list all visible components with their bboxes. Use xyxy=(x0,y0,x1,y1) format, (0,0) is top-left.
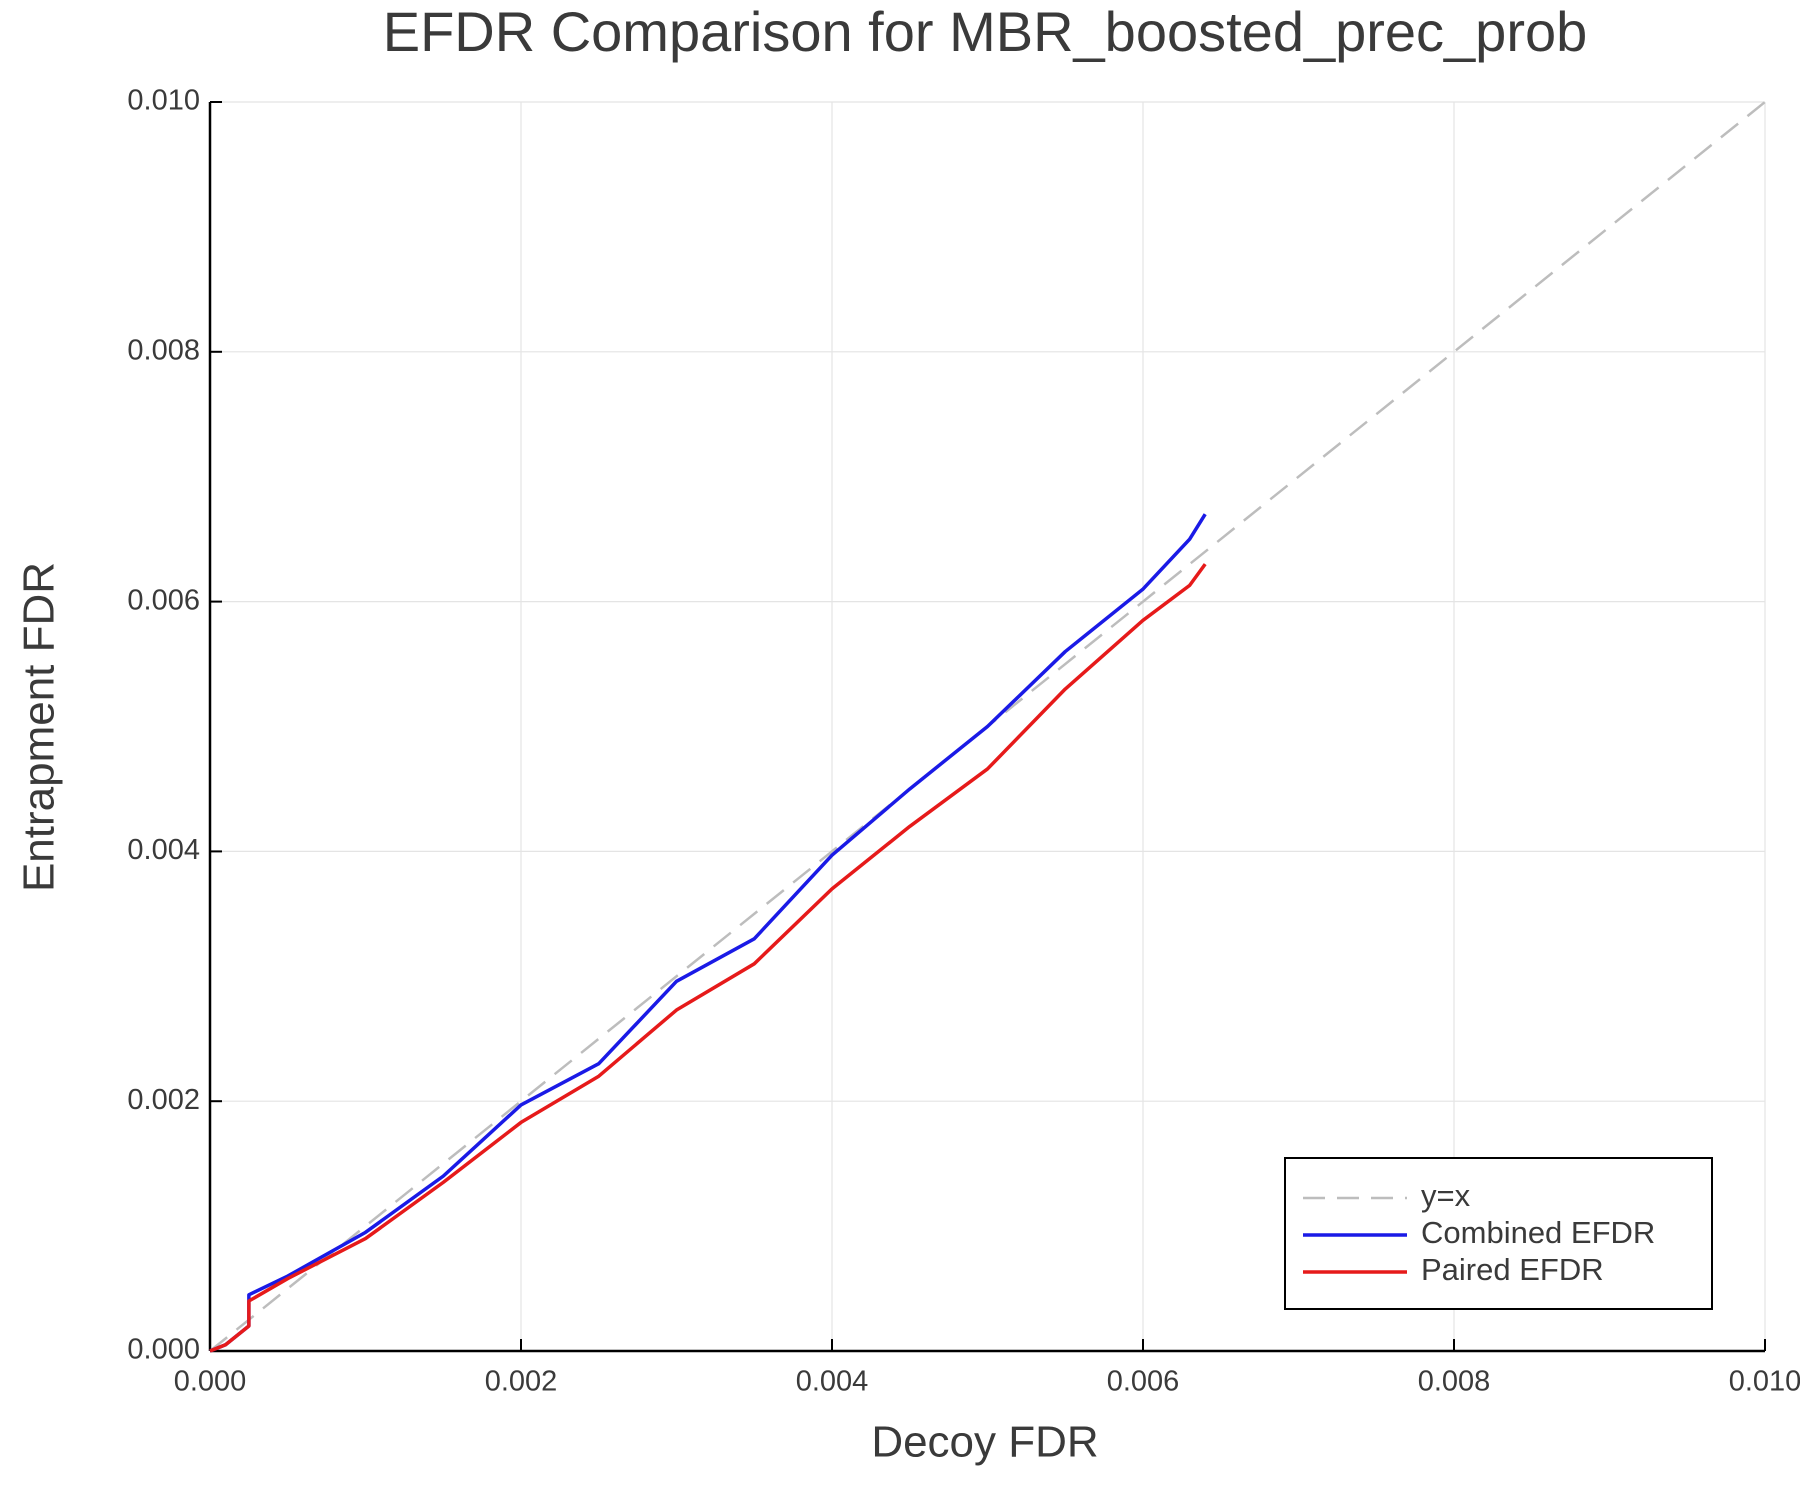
y-axis-label: Entrapment FDR xyxy=(15,562,64,892)
chart-title: EFDR Comparison for MBR_boosted_prec_pro… xyxy=(383,0,1588,63)
x-axis-label: Decoy FDR xyxy=(871,1418,1098,1467)
x-tick-label: 0.010 xyxy=(1729,1366,1800,1398)
legend-label: Combined EFDR xyxy=(1421,1215,1655,1250)
y-tick-label: 0.002 xyxy=(127,1084,200,1116)
series-line xyxy=(209,513,1207,1353)
x-tick-label: 0.006 xyxy=(1107,1366,1180,1398)
x-tick-label: 0.008 xyxy=(1418,1366,1491,1398)
series-line xyxy=(209,563,1207,1353)
y-tick-label: 0.006 xyxy=(127,584,200,616)
x-tick-label: 0.000 xyxy=(174,1366,247,1398)
x-tick-label: 0.002 xyxy=(485,1366,558,1398)
x-tick-label: 0.004 xyxy=(796,1366,869,1398)
y-tick-label: 0.000 xyxy=(127,1334,200,1366)
legend-label: Paired EFDR xyxy=(1421,1252,1604,1287)
y-tick-label: 0.008 xyxy=(127,334,200,366)
legend-label: y=x xyxy=(1421,1178,1471,1213)
y-tick-label: 0.004 xyxy=(127,834,200,866)
y-tick-label: 0.010 xyxy=(127,85,200,117)
